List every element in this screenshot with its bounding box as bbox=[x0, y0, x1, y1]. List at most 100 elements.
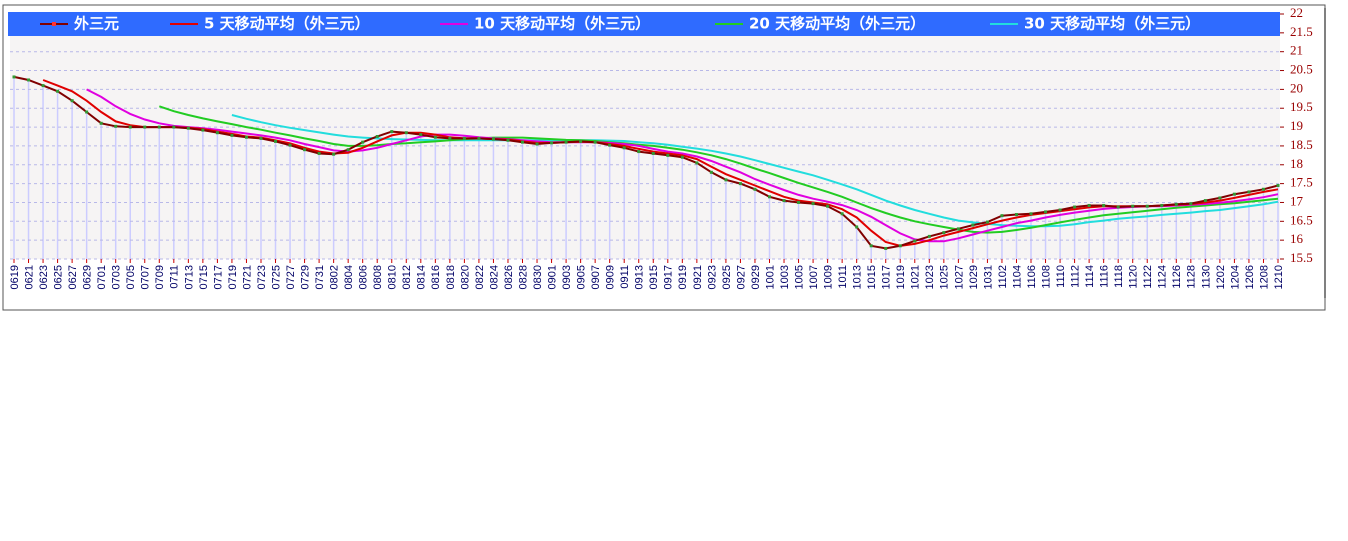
y-tick-label: 22 bbox=[1290, 5, 1303, 20]
x-tick-label: 0810 bbox=[387, 265, 399, 289]
x-tick-label: 0913 bbox=[634, 265, 646, 289]
marker bbox=[215, 131, 219, 135]
x-tick-label: 0707 bbox=[140, 265, 152, 289]
marker bbox=[651, 151, 655, 155]
x-tick-label: 0903 bbox=[561, 265, 573, 289]
x-tick-label: 1009 bbox=[823, 265, 835, 289]
legend-label: 外三元 bbox=[73, 15, 119, 33]
y-tick-label: 19 bbox=[1290, 118, 1303, 133]
y-tick-label: 16 bbox=[1290, 231, 1304, 246]
marker bbox=[1073, 205, 1077, 209]
x-tick-label: 0711 bbox=[169, 265, 181, 289]
x-tick-label: 0715 bbox=[198, 265, 210, 289]
x-tick-label: 1104 bbox=[1011, 265, 1023, 289]
marker bbox=[346, 148, 350, 152]
x-tick-label: 1003 bbox=[779, 265, 791, 289]
x-tick-label: 1118 bbox=[1113, 265, 1125, 288]
marker bbox=[942, 231, 946, 235]
x-tick-label: 0826 bbox=[503, 265, 515, 289]
marker bbox=[840, 212, 844, 216]
marker bbox=[535, 142, 539, 146]
marker bbox=[1232, 192, 1236, 196]
marker bbox=[259, 136, 263, 140]
x-tick-label: 1015 bbox=[866, 265, 878, 289]
x-tick-label: 0911 bbox=[619, 265, 631, 289]
legend-label: 20 天移动平均（外三元） bbox=[749, 15, 925, 33]
marker bbox=[666, 153, 670, 157]
marker bbox=[564, 140, 568, 144]
x-tick-label: 0701 bbox=[96, 265, 108, 289]
x-tick-label: 0619 bbox=[9, 265, 21, 289]
x-tick-label: 1106 bbox=[1026, 265, 1038, 289]
x-tick-label: 0822 bbox=[474, 265, 486, 289]
y-tick-label: 16.5 bbox=[1290, 212, 1313, 227]
x-tick-label: 0804 bbox=[343, 265, 355, 289]
marker bbox=[1058, 208, 1062, 212]
marker bbox=[1276, 184, 1280, 187]
x-tick-label: 1108 bbox=[1040, 265, 1052, 289]
x-tick-label: 0919 bbox=[677, 265, 689, 289]
marker bbox=[826, 204, 830, 208]
marker bbox=[956, 227, 960, 231]
x-tick-label: 1116 bbox=[1099, 265, 1111, 288]
marker bbox=[767, 195, 771, 199]
x-tick-label: 0927 bbox=[735, 265, 747, 289]
marker bbox=[1014, 213, 1018, 217]
marker bbox=[12, 75, 16, 79]
marker bbox=[550, 141, 554, 145]
series-line bbox=[86, 88, 1279, 243]
marker bbox=[317, 151, 321, 155]
y-tick-label: 15.5 bbox=[1290, 250, 1313, 265]
x-tick-label: 0921 bbox=[692, 265, 704, 289]
x-tick-label: 0816 bbox=[430, 265, 442, 289]
marker bbox=[1145, 204, 1149, 208]
legend-marker bbox=[52, 22, 56, 26]
marker bbox=[114, 124, 118, 128]
marker bbox=[855, 225, 859, 229]
y-tick-label: 20 bbox=[1290, 80, 1303, 95]
y-tick-label: 18 bbox=[1290, 156, 1303, 171]
marker bbox=[1131, 204, 1135, 208]
marker bbox=[521, 140, 525, 144]
marker bbox=[157, 125, 161, 129]
x-tick-label: 0713 bbox=[183, 265, 195, 289]
y-tick-label: 18.5 bbox=[1290, 137, 1313, 152]
marker bbox=[85, 110, 89, 114]
x-tick-label: 1031 bbox=[982, 265, 994, 289]
y-tick-label: 17.5 bbox=[1290, 175, 1313, 190]
x-tick-label: 0830 bbox=[532, 265, 544, 289]
marker bbox=[477, 136, 481, 140]
marker bbox=[1261, 187, 1265, 191]
legend-label: 30 天移动平均（外三元） bbox=[1024, 15, 1200, 33]
marker bbox=[404, 131, 408, 135]
x-tick-label: 0812 bbox=[401, 265, 413, 289]
marker bbox=[433, 135, 437, 139]
x-tick-label: 0907 bbox=[590, 265, 602, 289]
x-tick-label: 0717 bbox=[212, 265, 224, 289]
marker bbox=[230, 133, 234, 137]
marker bbox=[1203, 199, 1207, 203]
marker bbox=[709, 170, 713, 174]
series-line bbox=[158, 105, 1279, 234]
x-tick-label: 0915 bbox=[648, 265, 660, 289]
marker bbox=[274, 139, 278, 143]
x-tick-label: 1204 bbox=[1229, 265, 1241, 289]
legend bbox=[8, 12, 1280, 36]
marker bbox=[361, 140, 365, 144]
y-tick-label: 20.5 bbox=[1290, 62, 1313, 77]
marker bbox=[913, 239, 917, 243]
marker bbox=[99, 121, 103, 125]
marker bbox=[927, 234, 931, 238]
marker bbox=[1102, 203, 1106, 207]
y-tick-label: 21.5 bbox=[1290, 24, 1313, 39]
marker bbox=[1247, 190, 1251, 194]
x-tick-label: 1007 bbox=[808, 265, 820, 289]
marker bbox=[971, 223, 975, 227]
marker bbox=[448, 136, 452, 140]
marker bbox=[1189, 202, 1193, 206]
x-tick-label: 0828 bbox=[517, 265, 529, 289]
marker bbox=[1218, 196, 1222, 200]
x-tick-label: 0627 bbox=[67, 265, 79, 289]
x-tick-label: 0709 bbox=[154, 265, 166, 289]
x-tick-label: 1122 bbox=[1142, 265, 1154, 289]
